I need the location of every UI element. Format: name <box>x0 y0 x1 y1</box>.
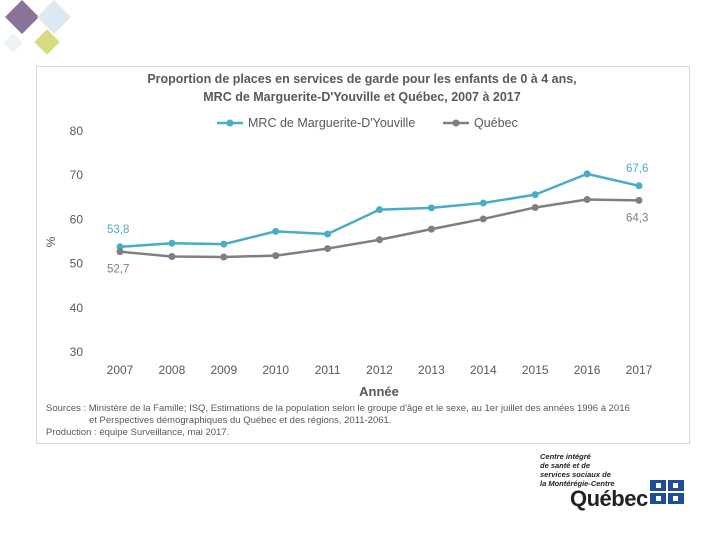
data-point-1-0 <box>116 248 124 256</box>
data-label: 64,3 <box>626 212 648 224</box>
quebec-wordmark: Québec <box>570 486 648 511</box>
chart-title-line1: Proportion de places en services de gard… <box>147 72 577 86</box>
data-point-0-8 <box>531 191 539 199</box>
x-tick-label: 2009 <box>210 363 237 377</box>
data-labels: 53,8 67,6 52,7 64,3 <box>107 163 648 276</box>
data-point-0-4 <box>324 230 332 238</box>
sources-note: Sources : Ministère de la Famille; ISQ, … <box>46 403 686 439</box>
y-tick-label: 50 <box>70 257 84 271</box>
data-point-0-6 <box>427 204 435 212</box>
data-point-1-10 <box>635 196 643 204</box>
legend-marker-quebec <box>452 119 460 127</box>
data-point-0-1 <box>168 239 176 247</box>
data-point-0-7 <box>479 199 487 207</box>
sources-line3: Production : équipe Surveillance, mai 20… <box>46 427 230 438</box>
legend-label-quebec: Québec <box>474 116 518 130</box>
data-point-0-3 <box>272 227 280 235</box>
x-tick-label: 2016 <box>574 363 601 377</box>
x-tick-label: 2008 <box>159 363 186 377</box>
data-point-0-9 <box>583 170 591 178</box>
y-tick-label: 30 <box>70 345 84 359</box>
data-label: 53,8 <box>107 224 129 236</box>
data-point-1-3 <box>272 252 280 260</box>
y-tick-label: 70 <box>70 168 84 182</box>
data-point-1-4 <box>324 245 332 253</box>
x-tick-label: 2010 <box>262 363 289 377</box>
x-tick-label: 2013 <box>418 363 445 377</box>
data-point-0-10 <box>635 182 643 190</box>
legend-marker-mrc <box>226 119 234 127</box>
chart-title-line2: MRC de Marguerite-D'Youville et Québec, … <box>203 90 521 104</box>
quebec-flag-icon <box>650 480 684 504</box>
sources-line2: et Perspectives démographiques du Québec… <box>89 415 392 426</box>
data-point-1-7 <box>479 215 487 223</box>
sources-line1: Sources : Ministère de la Famille; ISQ, … <box>46 403 630 414</box>
data-point-1-6 <box>427 225 435 233</box>
chart-title: Proportion de places en services de gard… <box>36 70 688 106</box>
x-tick-label: 2012 <box>366 363 393 377</box>
data-point-1-1 <box>168 253 176 261</box>
x-tick-label: 2017 <box>626 363 653 377</box>
data-point-1-8 <box>531 203 539 211</box>
x-tick-label: 2014 <box>470 363 497 377</box>
x-axis-ticks: 2007 2008 2009 2010 2011 2012 2013 2014 2015 2016… <box>107 363 653 377</box>
data-label: 52,7 <box>107 264 129 276</box>
data-point-0-5 <box>376 206 383 214</box>
data-point-0-0 <box>116 243 124 251</box>
data-point-0-2 <box>220 240 228 248</box>
logo-line4: la Montérégie-Centre <box>540 479 615 488</box>
y-axis-title: % <box>44 236 58 247</box>
logo-line2: de santé et de <box>540 461 591 470</box>
y-tick-label: 40 <box>70 301 84 315</box>
y-axis-ticks: 30 40 50 60 70 80 <box>70 124 84 359</box>
data-point-1-5 <box>376 236 383 244</box>
legend-label-mrc: MRC de Marguerite-D'Youville <box>248 116 415 130</box>
data-point-1-2 <box>220 253 228 261</box>
logo-line1: Centre intégré <box>540 452 591 461</box>
legend: MRC de Marguerite-D'Youville Québec <box>217 116 518 130</box>
y-tick-label: 60 <box>70 212 84 226</box>
series-group <box>116 170 643 261</box>
cisss-logo: Centre intégré de santé et de services s… <box>530 450 690 514</box>
x-tick-label: 2015 <box>522 363 549 377</box>
y-tick-label: 80 <box>70 124 84 138</box>
data-label: 67,6 <box>626 163 648 175</box>
x-axis-title: Année <box>359 384 399 399</box>
x-tick-label: 2011 <box>315 363 341 377</box>
data-point-1-9 <box>583 196 591 204</box>
logo-line3: services sociaux de <box>540 470 611 479</box>
logo-text: Centre intégré de santé et de services s… <box>540 452 630 488</box>
x-tick-label: 2007 <box>107 363 134 377</box>
